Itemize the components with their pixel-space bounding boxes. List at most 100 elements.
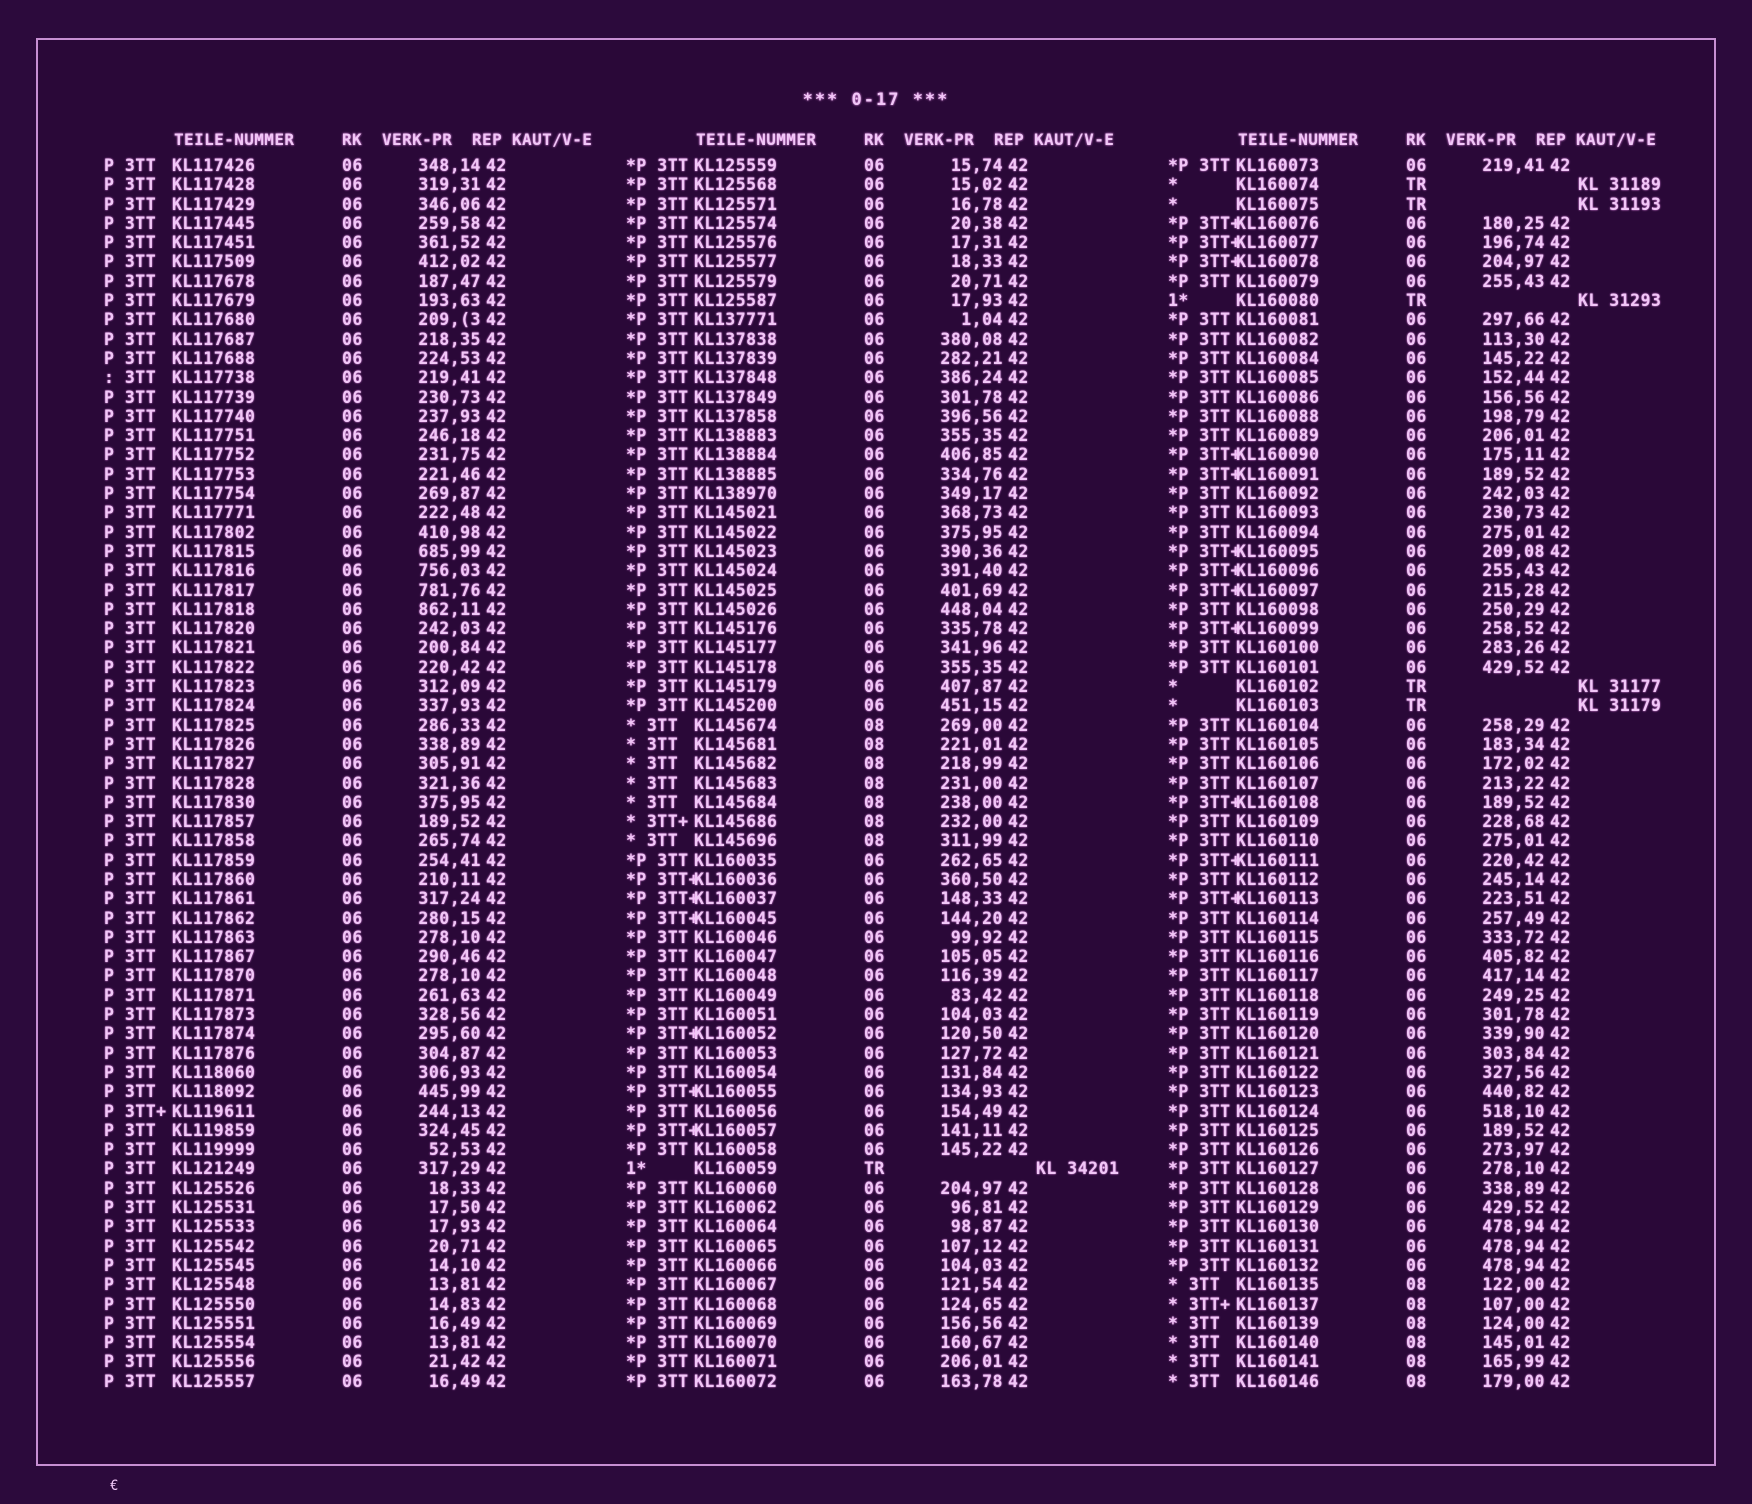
rk-cell: 06 — [1406, 368, 1427, 388]
prefix-cell: *P 3TT — [1168, 734, 1231, 754]
prefix-cell: *P 3TT — [626, 329, 689, 349]
rep-cell: 42 — [486, 464, 507, 484]
part-number-cell: KL125554 — [172, 1333, 256, 1353]
rep-cell: 42 — [1550, 406, 1571, 426]
table-row: P 3TT KL117826 06 338,89 42 — [104, 735, 664, 754]
price-cell: 209,(3 — [418, 310, 481, 330]
rk-cell: 06 — [864, 156, 885, 175]
rk-cell: 06 — [342, 1082, 363, 1102]
prefix-cell: P 3TT — [104, 869, 157, 889]
price-cell: 14,83 — [428, 1294, 481, 1314]
rep-cell: 42 — [1550, 1217, 1571, 1237]
price-cell: 429,52 — [1482, 657, 1545, 677]
table-row: *P 3TT KL145177 06 341,96 42 — [626, 638, 1186, 657]
rk-cell: 06 — [342, 426, 363, 446]
part-number-cell: KL137858 — [694, 406, 778, 426]
rep-cell: 42 — [1550, 1255, 1571, 1275]
header-teile-nummer: TEILE-NUMMER — [174, 130, 295, 149]
rk-cell: 06 — [864, 1198, 885, 1218]
rep-cell: 42 — [486, 812, 507, 832]
price-cell: 478,94 — [1482, 1217, 1545, 1237]
table-row: *P 3TT KL160054 06 131,84 42 — [626, 1063, 1186, 1082]
prefix-cell: *P 3TT — [626, 947, 689, 967]
price-cell: 244,13 — [418, 1101, 481, 1121]
part-number-cell: KL160132 — [1236, 1255, 1320, 1275]
rk-cell: 06 — [864, 368, 885, 388]
rep-cell: 42 — [486, 522, 507, 542]
prefix-cell: *P 3TT — [626, 1255, 689, 1275]
rep-cell: 42 — [486, 754, 507, 774]
prefix-cell: *P 3TT — [626, 1313, 689, 1333]
price-cell: 237,93 — [418, 406, 481, 426]
part-number-cell: KL117740 — [172, 406, 256, 426]
part-number-cell: KL125550 — [172, 1294, 256, 1314]
table-row: * 3TT+ KL145686 08 232,00 42 — [626, 812, 1186, 831]
part-number-cell: KL117862 — [172, 908, 256, 928]
table-row: *P 3TT KL160084 06 145,22 42 — [1168, 349, 1728, 368]
price-cell: 334,76 — [940, 464, 1003, 484]
prefix-cell: *P 3TT+ — [1168, 445, 1242, 465]
table-row: P 3TT KL117445 06 259,58 42 — [104, 214, 664, 233]
rep-cell: 42 — [486, 580, 507, 600]
price-cell: 96,81 — [950, 1198, 1003, 1218]
page-title: *** 0-17 *** — [802, 90, 950, 110]
part-number-cell: KL160047 — [694, 947, 778, 967]
table-row: *P 3TT KL137849 06 301,78 42 — [626, 388, 1186, 407]
price-cell: 189,52 — [1482, 792, 1545, 812]
price-cell: 104,03 — [940, 1005, 1003, 1025]
price-cell: 224,53 — [418, 348, 481, 368]
prefix-cell: *P 3TT — [1168, 329, 1231, 349]
rk-cell: 08 — [864, 734, 885, 754]
prefix-cell: P 3TT — [104, 194, 157, 214]
rep-cell: 42 — [1550, 1352, 1571, 1372]
part-number-cell: KL160068 — [694, 1294, 778, 1314]
part-number-cell: KL117451 — [172, 233, 256, 253]
table-row: * KL160103 TR KL 31179 — [1168, 696, 1728, 715]
rep-cell: 42 — [1008, 908, 1029, 928]
rep-cell: 42 — [1008, 792, 1029, 812]
rk-cell: 06 — [1406, 406, 1427, 426]
table-row: *P 3TT KL160116 06 405,82 42 — [1168, 947, 1728, 966]
table-row: *P 3TT KL125568 06 15,02 42 — [626, 175, 1186, 194]
rk-cell: 06 — [864, 927, 885, 947]
prefix-cell: P 3TT — [104, 1043, 157, 1063]
part-number-cell: KL121249 — [172, 1159, 256, 1179]
table-row: P 3TT KL117429 06 346,06 42 — [104, 195, 664, 214]
table-row: *P 3TT KL160104 06 258,29 42 — [1168, 716, 1728, 735]
rep-cell: 42 — [1550, 1198, 1571, 1218]
prefix-cell: *P 3TT+ — [1168, 561, 1242, 581]
table-row: 1* KL160059 TR KL 34201 — [626, 1159, 1186, 1178]
rk-cell: 06 — [1406, 985, 1427, 1005]
table-row: *P 3TT KL160079 06 255,43 42 — [1168, 272, 1728, 291]
table-row: *P 3TT KL160106 06 172,02 42 — [1168, 754, 1728, 773]
part-number-cell: KL160086 — [1236, 387, 1320, 407]
price-cell: 141,11 — [940, 1120, 1003, 1140]
prefix-cell: *P 3TT — [626, 1178, 689, 1198]
price-cell: 156,56 — [940, 1313, 1003, 1333]
price-cell: 328,56 — [418, 1005, 481, 1025]
rep-cell: 42 — [486, 1294, 507, 1314]
rk-cell: 06 — [864, 1082, 885, 1102]
prefix-cell: *P 3TT — [1168, 947, 1231, 967]
prefix-cell: : 3TT — [104, 368, 157, 388]
part-number-cell: KL137849 — [694, 387, 778, 407]
table-row: *P 3TT KL160127 06 278,10 42 — [1168, 1159, 1728, 1178]
table-row: *P 3TT KL145176 06 335,78 42 — [626, 619, 1186, 638]
part-number-cell: KL117828 — [172, 773, 256, 793]
rk-cell: 06 — [864, 619, 885, 639]
rk-cell: 06 — [1406, 1140, 1427, 1160]
table-row: *P 3TT KL160130 06 478,94 42 — [1168, 1217, 1728, 1236]
prefix-cell: *P 3TT — [626, 484, 689, 504]
rep-cell: 42 — [486, 927, 507, 947]
rk-cell: 06 — [342, 812, 363, 832]
rep-cell: 42 — [1008, 271, 1029, 291]
table-row: P 3TT KL117827 06 305,91 42 — [104, 754, 664, 773]
rk-cell: 06 — [342, 638, 363, 658]
rep-cell: 42 — [1550, 1178, 1571, 1198]
prefix-cell: *P 3TT — [1168, 1101, 1231, 1121]
parts-column-1: TEILE-NUMMER RK VERK-PR REP KAUT/V-E P 3… — [104, 130, 664, 1391]
rep-cell: 42 — [1008, 1082, 1029, 1102]
table-row: P 3TT KL125556 06 21,42 42 — [104, 1352, 664, 1371]
column-header-1: TEILE-NUMMER RK VERK-PR REP KAUT/V-E — [104, 130, 664, 156]
rk-cell: 06 — [864, 1294, 885, 1314]
